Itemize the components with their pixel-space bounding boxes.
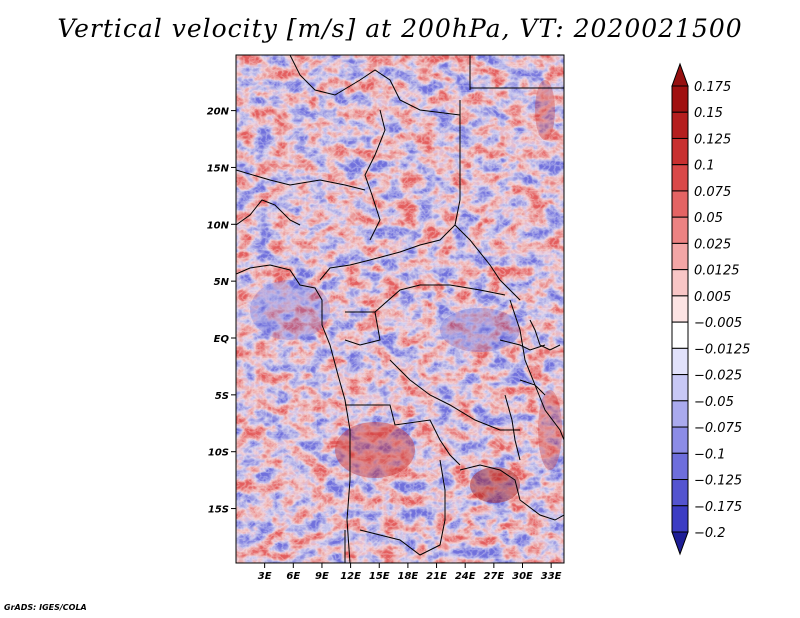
colorbar: 0.175 0.15 0.125 0.1 0.075 0.05 0.025 0.0125 0.0… (671, 62, 750, 556)
grads-credit: GrADS: IGES/COLA (4, 603, 87, 612)
colorbar-segment (671, 321, 689, 349)
colorbar-label: 0.05 (694, 211, 723, 226)
colorbar-label: −0.075 (694, 421, 742, 436)
lon-tick-label: 18E (398, 571, 419, 582)
lon-tick-label: 15E (369, 571, 390, 582)
colorbar-label: −0.025 (694, 369, 742, 384)
colorbar-label: −0.1 (694, 447, 726, 462)
vertical-velocity-field (236, 55, 564, 563)
colorbar-segment (671, 479, 689, 507)
lon-tick-label: 3E (258, 571, 272, 582)
colorbar-label: 0.125 (694, 132, 731, 147)
latitude-axis: 20N 15N 10N 5N EQ 5S 10S 15S (207, 107, 236, 516)
colorbar-label: 0.175 (694, 80, 731, 95)
colorbar-top-arrow (671, 62, 689, 87)
lat-tick-label: EQ (214, 334, 230, 345)
lon-tick-label: 12E (340, 571, 361, 582)
colorbar-segment (671, 347, 689, 376)
lon-tick-label: 30E (512, 571, 533, 582)
colorbar-segment (671, 374, 689, 402)
colorbar-segment (671, 269, 689, 297)
lat-tick-label: 20N (207, 107, 230, 118)
colorbar-segment (671, 452, 689, 481)
colorbar-segment (671, 295, 689, 323)
lat-tick-label: 5N (214, 277, 230, 288)
lat-tick-label: 15N (207, 163, 230, 174)
colorbar-label: 0.005 (694, 290, 731, 305)
lon-tick-label: 21E (426, 571, 447, 582)
colorbar-label: −0.0125 (694, 342, 750, 357)
colorbar-segment (671, 242, 689, 271)
lon-tick-label: 33E (541, 571, 562, 582)
colorbar-segment (671, 85, 689, 113)
colorbar-segment (671, 216, 689, 244)
lat-tick-label: 10N (207, 220, 230, 231)
lon-tick-label: 24E (455, 571, 476, 582)
colorbar-label: −0.175 (694, 500, 742, 515)
lat-tick-label: 15S (208, 505, 229, 516)
colorbar-segment (671, 400, 689, 428)
colorbar-label: 0.075 (694, 185, 731, 200)
colorbar-segment (671, 111, 689, 139)
lon-tick-label: 9E (315, 571, 329, 582)
lat-tick-label: 10S (208, 448, 229, 459)
lon-tick-label: 6E (286, 571, 300, 582)
colorbar-label: −0.125 (694, 474, 742, 489)
colorbar-label: 0.1 (694, 159, 715, 174)
colorbar-label: 0.025 (694, 237, 731, 252)
map-frame (235, 54, 565, 564)
colorbar-segment (671, 137, 689, 166)
colorbar-label: −0.05 (694, 395, 734, 410)
colorbar-label: 0.0125 (694, 264, 740, 279)
colorbar-segment (671, 505, 689, 533)
colorbar-segment (671, 426, 689, 454)
lat-tick-label: 5S (215, 391, 229, 402)
colorbar-segment (671, 190, 689, 218)
colorbar-label: −0.005 (694, 316, 742, 331)
colorbar-label: 0.15 (694, 106, 723, 121)
country-borders (236, 55, 564, 563)
colorbar-label: −0.2 (694, 526, 726, 541)
map-title: Vertical velocity [m/s] at 200hPa, VT: 2… (57, 14, 743, 43)
colorbar-bottom-arrow (671, 531, 689, 556)
colorbar-segment (671, 164, 689, 192)
lon-tick-label: 27E (483, 571, 504, 582)
longitude-axis: 3E 6E 9E 12E 15E 18E 21E 24E 27E 30E 33E (258, 563, 562, 582)
